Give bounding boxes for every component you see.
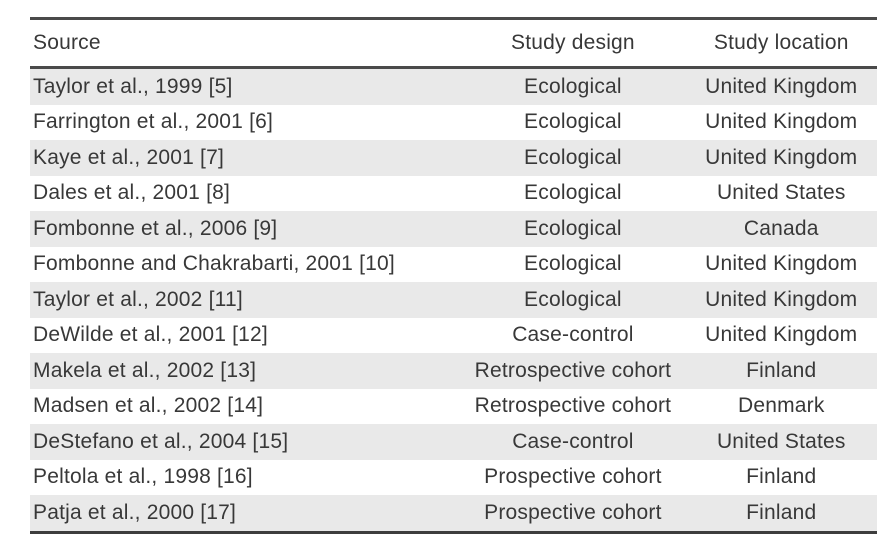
design-cell: Ecological xyxy=(524,216,622,240)
location-cell: United Kingdom xyxy=(705,110,858,134)
design-cell: Ecological xyxy=(524,110,622,134)
table-row: Taylor et al., 2002 [11] Ecological Unit… xyxy=(30,282,877,318)
location-cell: United Kingdom xyxy=(705,74,858,98)
location-cell: Finland xyxy=(746,500,817,524)
column-header-study-location: Study location xyxy=(713,31,849,54)
design-cell: Case-control xyxy=(512,429,634,453)
location-cell: Canada xyxy=(743,216,819,240)
table-row: Peltola et al., 1998 [16] Prospective co… xyxy=(30,460,877,496)
top-rule xyxy=(30,17,877,20)
design-cell: Ecological xyxy=(524,74,622,98)
design-cell: Prospective cohort xyxy=(484,500,662,524)
source-cell: Patja et al., 2000 [17] xyxy=(33,500,237,524)
source-cell: Fombonne and Chakrabarti, 2001 [10] xyxy=(33,252,395,276)
design-cell: Ecological xyxy=(524,252,622,276)
table-body: Taylor et al., 1999 [5] Ecological Unite… xyxy=(30,69,877,531)
table-row: DeStefano et al., 2004 [15] Case-control… xyxy=(30,424,877,460)
table-row: Madsen et al., 2002 [14] Retrospective c… xyxy=(30,389,877,425)
location-cell: United Kingdom xyxy=(705,323,858,347)
bottom-rule xyxy=(30,530,877,534)
design-cell: Prospective cohort xyxy=(484,465,662,489)
location-cell: United States xyxy=(716,181,846,205)
design-cell: Ecological xyxy=(524,287,622,311)
design-cell: Case-control xyxy=(512,323,634,347)
location-cell: Finland xyxy=(746,358,817,382)
source-cell: Taylor et al., 1999 [5] xyxy=(33,74,233,98)
source-cell: DeStefano et al., 2004 [15] xyxy=(33,429,289,453)
location-cell: United Kingdom xyxy=(705,145,858,169)
source-cell: Farrington et al., 2001 [6] xyxy=(33,110,274,134)
header-rule xyxy=(30,66,877,69)
source-cell: Fombonne et al., 2006 [9] xyxy=(33,216,278,240)
source-cell: Madsen et al., 2002 [14] xyxy=(33,394,264,418)
source-cell: Makela et al., 2002 [13] xyxy=(33,358,257,382)
location-cell: United Kingdom xyxy=(705,287,858,311)
location-cell: Denmark xyxy=(737,394,825,418)
source-cell: Dales et al., 2001 [8] xyxy=(33,181,231,205)
source-cell: DeWilde et al., 2001 [12] xyxy=(33,323,268,347)
design-cell: Ecological xyxy=(524,181,622,205)
table-row: Makela et al., 2002 [13] Retrospective c… xyxy=(30,353,877,389)
source-cell: Kaye et al., 2001 [7] xyxy=(33,145,224,169)
table-row: DeWilde et al., 2001 [12] Case-control U… xyxy=(30,318,877,354)
location-cell: United Kingdom xyxy=(705,252,858,276)
study-table: Source Study design Study location Taylo… xyxy=(30,17,877,534)
table-row: Taylor et al., 1999 [5] Ecological Unite… xyxy=(30,69,877,105)
column-header-study-design: Study design xyxy=(511,31,635,54)
table-row: Patja et al., 2000 [17] Prospective coho… xyxy=(30,495,877,531)
design-cell: Retrospective cohort xyxy=(474,358,672,382)
location-cell: Finland xyxy=(746,465,817,489)
source-cell: Taylor et al., 2002 [11] xyxy=(33,287,243,311)
table-row: Farrington et al., 2001 [6] Ecological U… xyxy=(30,105,877,141)
design-cell: Ecological xyxy=(524,145,622,169)
source-cell: Peltola et al., 1998 [16] xyxy=(33,465,253,489)
table-header: Source Study design Study location xyxy=(30,20,877,66)
table-row: Kaye et al., 2001 [7] Ecological United … xyxy=(30,140,877,176)
column-header-source: Source xyxy=(33,31,101,54)
design-cell: Retrospective cohort xyxy=(474,394,672,418)
table-row: Dales et al., 2001 [8] Ecological United… xyxy=(30,176,877,212)
location-cell: United States xyxy=(716,429,846,453)
table-row: Fombonne and Chakrabarti, 2001 [10] Ecol… xyxy=(30,247,877,283)
table-row: Fombonne et al., 2006 [9] Ecological Can… xyxy=(30,211,877,247)
